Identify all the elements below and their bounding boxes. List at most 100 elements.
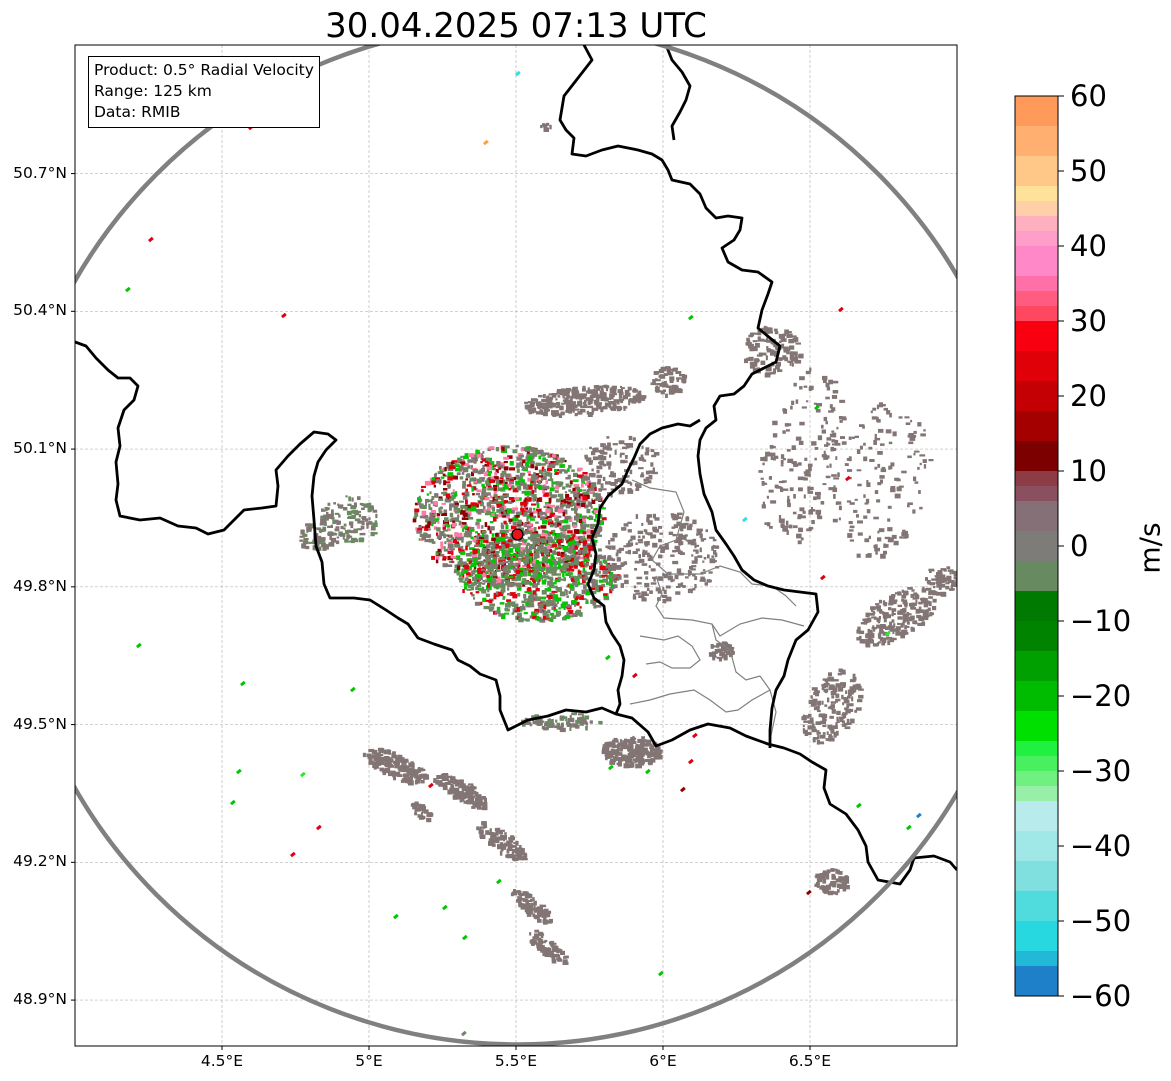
echo-cell [492, 542, 496, 548]
echo-cell [618, 440, 625, 445]
echo-cell [851, 436, 855, 439]
echo-cell [874, 547, 880, 552]
echo-cell [901, 594, 906, 599]
echo-cell [604, 745, 609, 748]
echo-cell [494, 827, 498, 832]
echo-cell [795, 399, 799, 404]
echo-cell [551, 585, 558, 589]
echo-cell [512, 517, 519, 522]
echo-cell [519, 454, 524, 458]
echo-cell [401, 766, 407, 769]
echo-cell [477, 512, 482, 515]
echo-cell [639, 757, 644, 761]
echo-cell [481, 821, 487, 826]
echo-cell [787, 333, 793, 338]
echo-cell [599, 449, 602, 454]
echo-cell [406, 769, 411, 773]
echo-cell [496, 606, 501, 612]
echo-cell [584, 399, 587, 403]
echo-cell [527, 477, 532, 482]
echo-cell [653, 577, 656, 582]
echo-cell [837, 871, 841, 874]
echo-cell [315, 527, 321, 530]
echo-cell [584, 455, 589, 460]
echo-cell [578, 411, 582, 415]
echo-cell [637, 538, 643, 542]
echo-cell [562, 716, 568, 719]
echo-cell [495, 550, 500, 554]
echo-cell [582, 472, 588, 475]
echo-cell [526, 588, 532, 592]
echo-cell [522, 459, 526, 464]
echo-cell [460, 561, 467, 566]
echo-cell [549, 549, 552, 553]
echo-cell [846, 469, 853, 472]
echo-cell [547, 505, 551, 508]
echo-cell [892, 431, 897, 437]
echo-cell [863, 515, 868, 519]
echo-cell [623, 574, 629, 578]
echo-cell [510, 835, 514, 839]
echo-cell [780, 454, 785, 459]
echo-cell [604, 751, 611, 757]
echo-cell [558, 482, 563, 486]
echo-cell [568, 583, 575, 589]
echo-cell [394, 763, 400, 767]
echo-cell [451, 536, 455, 541]
echo-cell [865, 612, 870, 618]
echo-cell [533, 484, 540, 489]
echo-cell [849, 686, 855, 691]
echo-cell [480, 461, 483, 464]
echo-cell [487, 478, 490, 483]
echo-cell [890, 627, 895, 631]
echo-cell [830, 690, 837, 696]
echo-cell [921, 588, 927, 593]
echo-cell [482, 805, 488, 811]
echo-cell [814, 690, 820, 694]
echo-cell [586, 524, 590, 528]
echo-cell [883, 631, 888, 635]
echo-cell [904, 616, 909, 622]
echo-cell [476, 807, 483, 810]
echo-cell [481, 458, 486, 462]
echo-cell [442, 473, 446, 476]
echo-cell [558, 413, 562, 416]
echo-cell [498, 832, 504, 835]
echo-cell [921, 621, 926, 626]
echo-cell [601, 507, 606, 510]
echo-cell [508, 476, 515, 481]
echo-cell [643, 529, 646, 533]
echo-cell [572, 723, 579, 728]
echo-cell [565, 524, 571, 530]
echo-cell [809, 367, 812, 372]
echo-cell [531, 715, 535, 719]
echo-cell [696, 528, 700, 533]
echo-cell [769, 445, 774, 449]
echo-cell [541, 529, 546, 534]
echo-cell [789, 345, 795, 348]
echo-cell [476, 797, 479, 803]
echo-cell [780, 459, 784, 465]
echo-cell [544, 460, 548, 465]
echo-cell [836, 716, 839, 722]
echo-cell [866, 482, 871, 487]
echo-cell [677, 548, 681, 551]
echo-cell [594, 450, 600, 453]
echo-cell [885, 626, 889, 630]
echo-cell [573, 472, 578, 477]
echo-cell [917, 622, 924, 626]
echo-cell [669, 379, 674, 383]
echo-cell [887, 614, 891, 619]
echo-cell [905, 422, 911, 425]
echo-cell [582, 567, 585, 572]
echo-cell [612, 744, 617, 749]
echo-cell [453, 504, 458, 509]
echo-cell [913, 452, 916, 456]
echo-cell [510, 843, 513, 847]
echo-cell [550, 721, 553, 726]
echo-cell [499, 480, 504, 484]
echo-cell [530, 567, 537, 569]
echo-cell [582, 540, 587, 545]
echo-cell [569, 575, 573, 579]
echo-cell [479, 536, 484, 539]
